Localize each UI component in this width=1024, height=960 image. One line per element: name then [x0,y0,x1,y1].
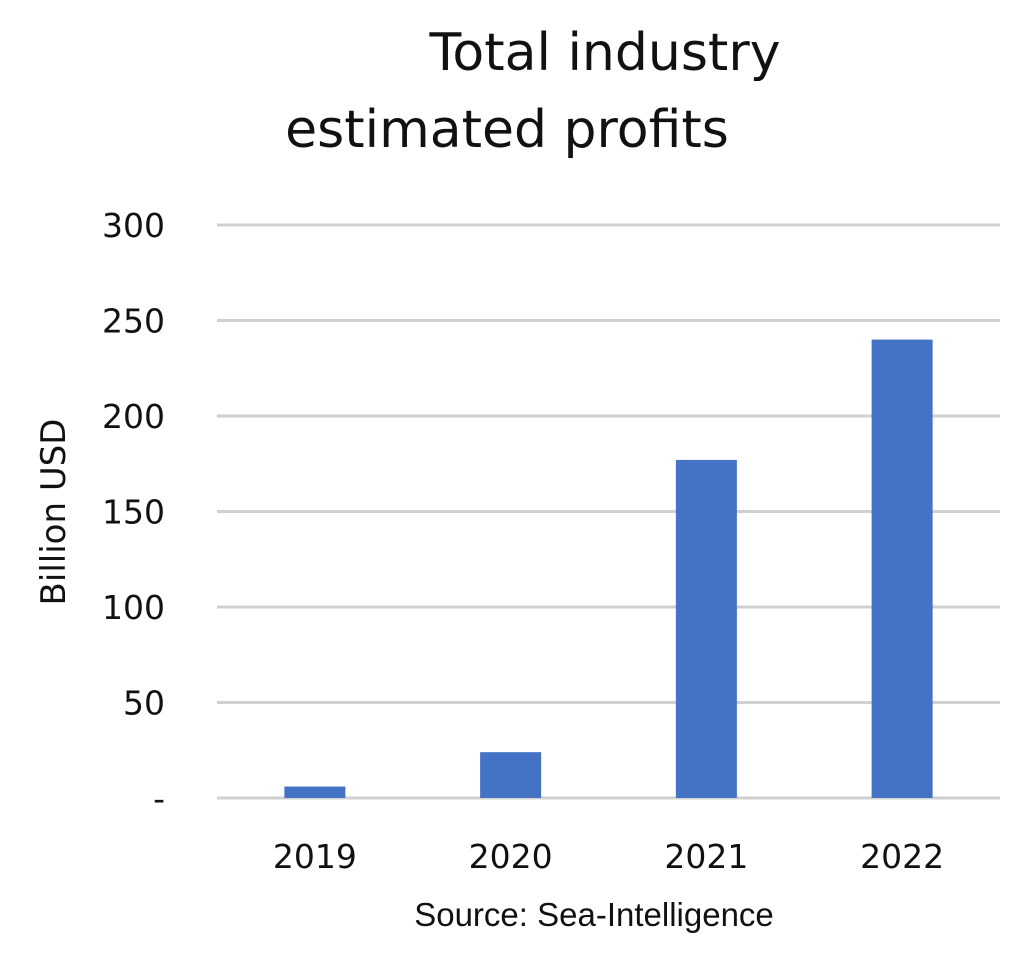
bars [284,339,933,798]
chart-title-line-1: Total industry [429,23,781,83]
y-axis-ticks: - 50 100 150 200 250 300 [102,206,165,818]
x-tick-label-2021: 2021 [664,837,748,876]
x-tick-label-2022: 2022 [860,837,944,876]
y-tick-label-50: 50 [123,684,165,723]
y-tick-label-200: 200 [102,397,165,436]
x-axis-ticks: 2019 2020 2021 2022 [273,837,944,876]
chart-title: Total industry estimated profits [285,23,780,160]
x-tick-label-2020: 2020 [469,837,553,876]
bar-2019 [284,786,346,798]
x-tick-label-2019: 2019 [273,837,357,876]
gridlines [217,223,1000,800]
y-tick-label-100: 100 [102,588,165,627]
bar-2021 [675,459,737,798]
y-tick-label-0: - [153,779,165,818]
y-tick-label-250: 250 [102,302,165,341]
y-tick-label-150: 150 [102,493,165,532]
bar-2022 [871,339,933,798]
bar-2020 [480,752,542,798]
source-note: Source: Sea-Intelligence [414,896,774,933]
y-axis-label: Billion USD [34,419,74,606]
y-tick-label-300: 300 [102,206,165,245]
chart-title-line-2: estimated profits [285,100,729,160]
